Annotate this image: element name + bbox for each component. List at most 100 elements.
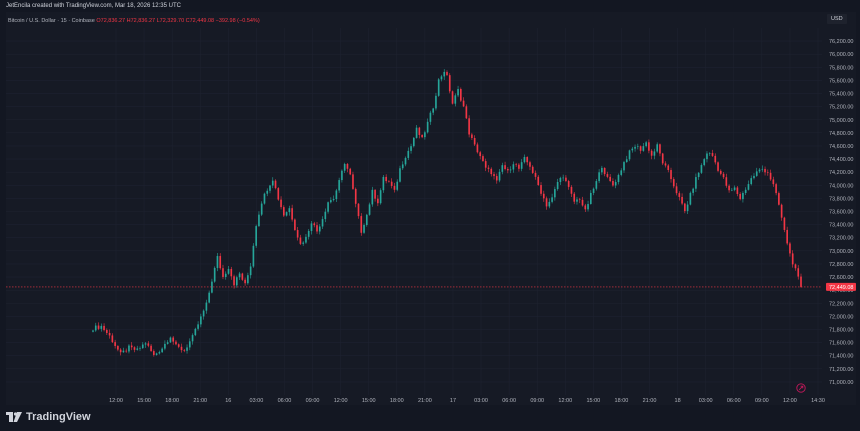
candle-body xyxy=(750,178,753,185)
candle xyxy=(581,196,584,207)
candle xyxy=(294,218,296,231)
candle-body xyxy=(180,346,183,351)
candle xyxy=(736,186,739,197)
candle-body xyxy=(310,223,313,231)
candle xyxy=(670,167,672,183)
candle-body xyxy=(537,176,540,186)
candle xyxy=(606,171,609,179)
candle-body xyxy=(744,189,747,194)
candle xyxy=(263,192,266,205)
candle-body xyxy=(758,169,761,172)
x-tick-label: 14:30 xyxy=(811,398,825,404)
candle xyxy=(379,188,382,205)
candle xyxy=(188,338,191,351)
candle-body xyxy=(211,281,213,293)
candle-body xyxy=(191,335,194,342)
candle xyxy=(310,221,313,235)
candle-body xyxy=(518,164,520,169)
candle xyxy=(194,327,197,337)
candle xyxy=(191,333,194,345)
candle xyxy=(504,161,506,171)
chart-area[interactable] xyxy=(6,12,856,405)
candle xyxy=(260,201,263,217)
candle xyxy=(388,180,390,183)
symbol-legend[interactable]: Bitcoin / U.S. Dollar · 15 · Coinbase O7… xyxy=(8,18,260,24)
candle xyxy=(529,160,531,171)
candle-body xyxy=(598,172,600,182)
chart-attribution: JetEncila created with TradingView.com, … xyxy=(6,3,181,9)
candle-body xyxy=(346,163,349,169)
candle xyxy=(205,299,208,314)
candle-body xyxy=(266,190,269,194)
candle-body xyxy=(769,172,772,180)
candle-body xyxy=(421,134,423,138)
candle-body xyxy=(451,91,454,104)
candle-body xyxy=(656,144,659,152)
candle xyxy=(631,146,634,153)
candle-body xyxy=(620,170,623,175)
candle-body xyxy=(542,193,545,199)
y-tick-label: 75,000.00 xyxy=(829,118,853,124)
candle xyxy=(153,349,155,357)
candle xyxy=(733,185,736,192)
candle-body xyxy=(357,203,360,217)
candle-body xyxy=(601,167,603,173)
candle-body xyxy=(324,211,327,220)
candle-body xyxy=(244,279,246,284)
candle-body xyxy=(233,276,235,286)
candle xyxy=(125,348,128,353)
candle-body xyxy=(551,197,553,202)
candle xyxy=(659,143,661,157)
currency-tag[interactable]: USD xyxy=(827,14,847,24)
candle-body xyxy=(636,146,639,147)
candle xyxy=(742,191,744,203)
candle xyxy=(357,202,360,219)
candle xyxy=(625,155,628,163)
candle-body xyxy=(105,330,108,333)
candle-body xyxy=(205,302,208,311)
candle-body xyxy=(354,188,357,204)
candle xyxy=(401,161,404,171)
candle xyxy=(421,134,423,139)
candle-body xyxy=(642,146,645,151)
candle-body xyxy=(255,226,258,246)
symbol-name[interactable]: Bitcoin / U.S. Dollar · 15 · Coinbase xyxy=(8,18,95,24)
candle xyxy=(603,167,606,177)
candle-body xyxy=(667,165,670,171)
candle xyxy=(562,174,564,182)
candle xyxy=(634,144,636,152)
candle xyxy=(169,336,172,344)
candle-body xyxy=(318,226,321,232)
x-tick-label: 03:00 xyxy=(699,398,713,404)
candle-body xyxy=(479,152,482,157)
candle-body xyxy=(581,199,584,206)
candle xyxy=(368,202,371,216)
candle xyxy=(285,211,288,217)
candle xyxy=(471,132,473,140)
y-tick-label: 73,400.00 xyxy=(829,223,853,229)
candle xyxy=(249,263,252,279)
candle xyxy=(274,179,277,190)
candle-body xyxy=(288,208,291,213)
candle-body xyxy=(625,159,628,163)
candle xyxy=(468,115,470,138)
candle-body xyxy=(706,153,708,160)
candle xyxy=(374,189,376,202)
candle xyxy=(490,167,493,177)
tradingview-footer[interactable]: TradingView xyxy=(6,411,91,423)
candle xyxy=(150,343,152,352)
candle-body xyxy=(130,345,133,348)
candle-body xyxy=(188,341,191,348)
reset-chart-icon[interactable] xyxy=(796,383,806,393)
candle xyxy=(147,341,150,348)
candle xyxy=(424,130,426,140)
candle xyxy=(661,152,664,166)
candle xyxy=(318,224,321,235)
candle-body xyxy=(415,127,418,138)
candle-body xyxy=(797,268,800,277)
candle-body xyxy=(390,181,393,186)
candle-body xyxy=(562,177,564,179)
candle xyxy=(512,161,515,173)
candle-body xyxy=(139,348,141,349)
